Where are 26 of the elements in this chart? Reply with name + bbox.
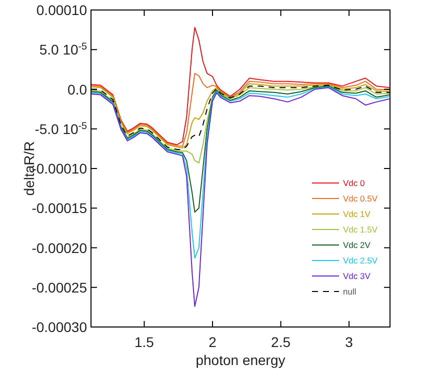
y-tick-label: 0.00010 bbox=[36, 2, 88, 18]
y-tick-label: 0.0 bbox=[68, 81, 88, 98]
y-tick-label: -0.00020 bbox=[32, 240, 88, 256]
x-tick-label: 3 bbox=[345, 334, 354, 350]
x-tick-label: 2 bbox=[208, 334, 217, 350]
legend-label: Vdc 2V bbox=[343, 240, 371, 250]
legend-label: Vdc 0 bbox=[343, 178, 366, 188]
x-axis-title: photon energy bbox=[196, 352, 286, 368]
y-tick-label: -0.00015 bbox=[32, 200, 88, 216]
x-tick-label: 1.5 bbox=[134, 334, 154, 350]
line-series bbox=[91, 84, 390, 164]
x-tick-label: 2.5 bbox=[271, 334, 291, 350]
legend-label: null bbox=[343, 286, 356, 296]
line-series bbox=[91, 26, 390, 146]
y-tick-label: -0.00025 bbox=[32, 279, 88, 296]
y-tick-label: 5.0 10$^{-5}$ bbox=[39, 41, 88, 58]
legend-label: Vdc 3V bbox=[343, 271, 371, 281]
legend-label: Vdc 1V bbox=[343, 209, 371, 219]
legend-label: Vdc 0.5V bbox=[343, 194, 378, 204]
line-series bbox=[91, 87, 390, 307]
legend-label: Vdc 1.5V bbox=[343, 224, 378, 234]
y-tick-label: -5.0 10$^{-5}$ bbox=[34, 120, 88, 137]
line-series bbox=[91, 72, 390, 147]
y-tick-label: -0.00030 bbox=[32, 319, 88, 335]
line-series bbox=[91, 86, 390, 259]
legend-label: Vdc 2.5V bbox=[343, 256, 378, 266]
